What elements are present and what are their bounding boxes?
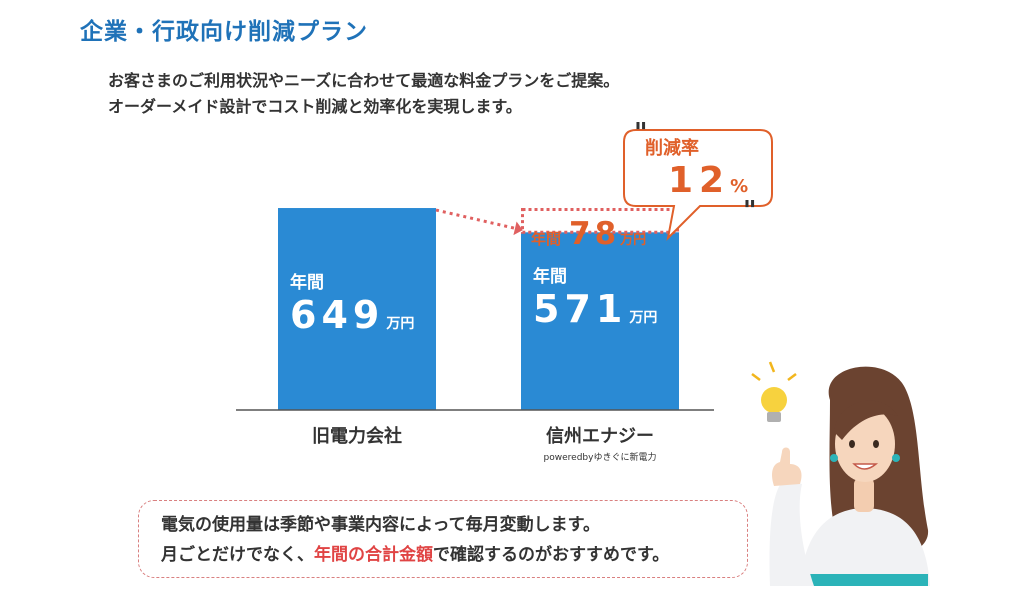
reduction-rate-unit: % (730, 176, 749, 197)
difference-prefix: 年間 (531, 230, 562, 249)
note-line-2: 月ごとだけでなく、年間の合計金額で確認するのがおすすめです。 (161, 540, 747, 570)
woman-pointing-up-icon (751, 361, 930, 586)
bar-label-shinshu-energy: 年間 571 万円 (533, 262, 657, 331)
bar-value-unit: 万円 (386, 316, 415, 333)
note-line-1: 電気の使用量は季節や事業内容によって毎月変動します。 (161, 515, 600, 535)
speech-bubble (623, 129, 773, 241)
connector-arrow (435, 208, 516, 230)
reduction-rate: 12% (668, 160, 748, 201)
category-subtitle-shinshu-energy: poweredbyゆきぐに新電力 (543, 453, 657, 463)
bar-value: 649 (290, 293, 385, 338)
intro-line-1: お客さまのご利用状況やニーズに合わせて最適な料金プランをご提案。 (108, 71, 620, 90)
reduction-rate-value: 12 (668, 160, 731, 201)
note-line-2-post: で確認するのがおすすめです。 (433, 545, 670, 565)
page-title: 企業・行政向け削減プラン (80, 19, 368, 45)
difference-value: 78 (569, 216, 621, 253)
note-highlight: 年間の合計金額 (314, 545, 433, 565)
intro-line-2: オーダーメイド設計でコスト削減と効率化を実現します。 (108, 97, 522, 116)
connector-arrow-head (513, 221, 523, 236)
note-box: 電気の使用量は季節や事業内容によって毎月変動します。 月ごとだけでなく、年間の合… (138, 500, 748, 578)
bar-label-old-provider: 年間 649 万円 (290, 268, 414, 337)
note-line-2-pre: 月ごとだけでなく、 (161, 545, 314, 565)
difference-label: 年間 78万円 (531, 216, 646, 252)
quote-mark-close-icon: " (743, 196, 757, 226)
quote-mark-open-icon: " (634, 118, 648, 148)
difference-box (521, 208, 679, 234)
category-label-old-provider: 旧電力会社 (312, 426, 402, 447)
bar-value-prefix: 年間 (290, 273, 324, 294)
bar-value-prefix: 年間 (533, 267, 567, 288)
bar-value-unit: 万円 (629, 310, 658, 327)
difference-unit: 万円 (620, 233, 647, 249)
intro-text: お客さまのご利用状況やニーズに合わせて最適な料金プランをご提案。 オーダーメイド… (108, 68, 619, 120)
bar-value: 571 (533, 287, 628, 332)
bar-old-provider (278, 208, 436, 410)
bar-shinshu-energy (521, 232, 679, 410)
category-label-shinshu-energy: 信州エナジー (546, 426, 654, 447)
light-bulb-icon (751, 361, 797, 422)
reduction-rate-label: 削減率 (645, 138, 699, 159)
